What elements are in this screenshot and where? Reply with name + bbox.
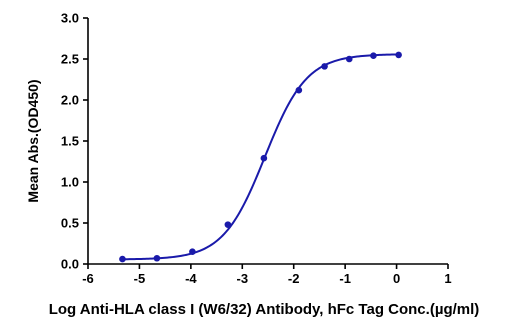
data-point	[370, 52, 377, 60]
data-point	[119, 255, 126, 263]
data-point	[345, 55, 353, 63]
x-tick-label: -6	[82, 271, 94, 286]
data-points-layer	[119, 51, 402, 263]
data-point	[260, 154, 268, 162]
y-tick-label: 1.5	[61, 134, 79, 149]
data-point	[189, 248, 196, 255]
x-tick-label: -3	[237, 271, 249, 286]
y-tick-label: 0.5	[61, 216, 79, 231]
y-axis: 0.0 0.5 1.0 1.5 2.0 2.5 3.0	[61, 11, 89, 272]
x-tick-label: -2	[288, 271, 300, 286]
x-tick-label: -4	[185, 271, 197, 286]
x-tick-label: -5	[134, 271, 146, 286]
x-tick-label: 0	[393, 271, 400, 286]
x-axis: -6 -5 -4 -3 -2 -1 0 1	[82, 263, 452, 286]
fit-curve	[122, 53, 399, 261]
x-axis-title: Log Anti-HLA class I (W6/32) Antibody, h…	[49, 301, 480, 318]
x-tick-label: -1	[339, 271, 351, 286]
x-tick-label: 1	[444, 271, 451, 286]
y-tick-label: 2.0	[61, 93, 79, 108]
data-point	[395, 51, 402, 59]
data-point	[321, 63, 328, 70]
fit-curve-layer	[122, 53, 399, 261]
data-point	[295, 86, 303, 94]
y-tick-label: 1.0	[61, 175, 79, 190]
y-tick-label: 3.0	[61, 11, 79, 26]
y-axis-title: Mean Abs.(OD450)	[25, 79, 41, 202]
data-point	[153, 254, 161, 262]
data-point	[224, 221, 232, 228]
y-tick-label: 2.5	[61, 52, 79, 67]
y-tick-label: 0.0	[61, 257, 79, 272]
